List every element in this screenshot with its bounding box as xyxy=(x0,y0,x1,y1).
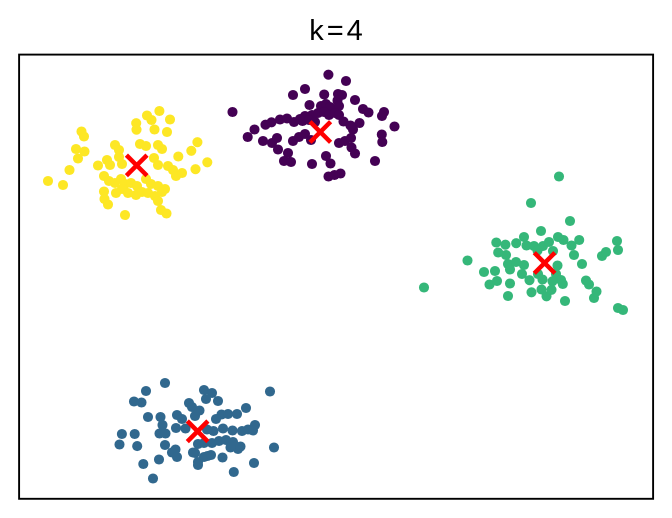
svg-text:k=4: k=4 xyxy=(309,15,366,47)
